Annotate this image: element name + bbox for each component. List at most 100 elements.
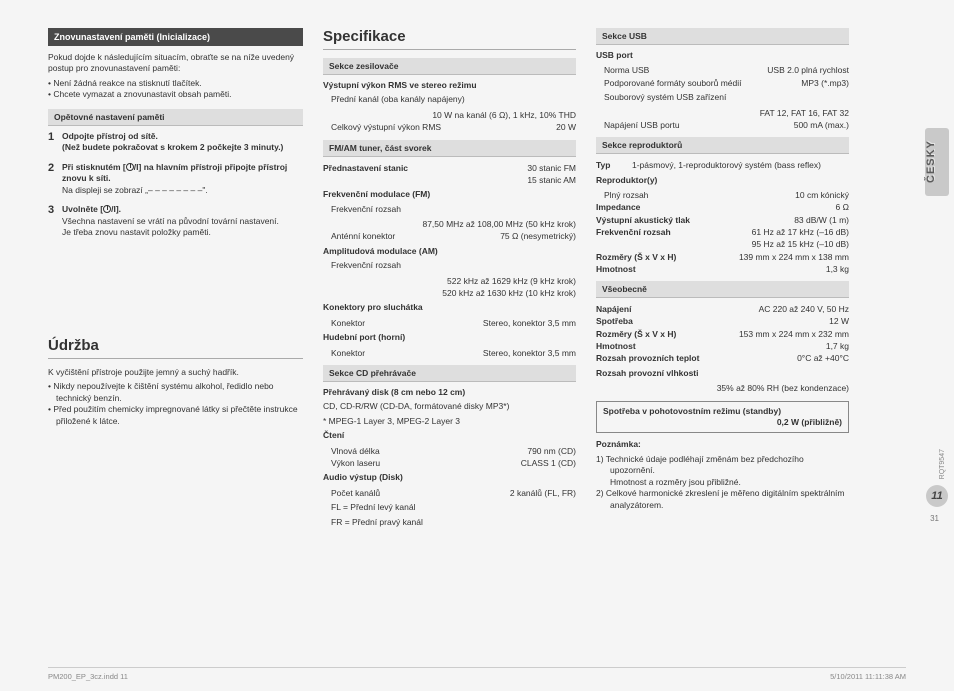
v: 139 mm x 224 mm x 138 mm bbox=[739, 251, 849, 263]
v: 12 W bbox=[829, 315, 849, 327]
v: 1-pásmový, 1-reproduktorový systém (bass… bbox=[626, 159, 849, 171]
repr-title: Reproduktor(y) bbox=[596, 175, 849, 186]
k: Napájení bbox=[596, 303, 631, 315]
k: Výkon laseru bbox=[331, 457, 380, 469]
maint-title: Údržba bbox=[48, 337, 303, 356]
bullet: Není žádná reakce na stisknutí tlačítek. bbox=[48, 78, 303, 89]
hdr-re-reset: Opětovné nastavení paměti bbox=[48, 109, 303, 126]
rms-title: Výstupní výkon RMS ve stereo režimu bbox=[323, 80, 576, 91]
gen-temp: Rozsah provozních teplot 0°C až +40°C bbox=[596, 352, 849, 364]
maint-intro: K vyčištění přístroje použijte jemný a s… bbox=[48, 367, 303, 378]
spacer bbox=[48, 247, 303, 337]
disc-title: Přehrávaný disk (8 cm nebo 12 cm) bbox=[323, 387, 576, 398]
hdr-usb: Sekce USB bbox=[596, 28, 849, 45]
usb-fs-k: Souborový systém USB zařízení bbox=[596, 92, 849, 103]
hdr-cd: Sekce CD přehrávače bbox=[323, 365, 576, 382]
k: Vlnová délka bbox=[331, 445, 380, 457]
v: 2 kanálů (FL, FR) bbox=[510, 487, 576, 499]
spk-dim: Rozměry (Š x V x H) 139 mm x 224 mm x 13… bbox=[596, 251, 849, 263]
fm-val: 87,50 MHz až 108,00 MHz (50 kHz krok) bbox=[323, 218, 576, 230]
step-3: 3 Uvolněte [/I]. Všechna nastavení se vr… bbox=[48, 204, 303, 238]
step-body: Uvolněte [/I]. Všechna nastavení se vrát… bbox=[62, 204, 303, 238]
gen-hum-k: Rozsah provozní vlhkosti bbox=[596, 368, 849, 379]
v: 1,3 kg bbox=[826, 263, 849, 275]
bullet: Nikdy nepoužívejte k čištění systému alk… bbox=[48, 381, 303, 404]
usb-pwr: Napájení USB portu 500 mA (max.) bbox=[596, 119, 849, 131]
mp-title: Hudební port (horní) bbox=[323, 332, 576, 343]
ant: Anténní konektor 75 Ω (nesymetrický) bbox=[323, 230, 576, 242]
v: 10 cm kónický bbox=[795, 189, 849, 201]
fl: FL = Přední levý kanál bbox=[323, 502, 576, 513]
mem-init-bullets: Není žádná reakce na stisknutí tlačítek.… bbox=[48, 78, 303, 101]
fr: FR = Přední pravý kanál bbox=[323, 517, 576, 528]
v: 153 mm x 224 mm x 232 mm bbox=[739, 328, 849, 340]
hdr-gen: Všeobecně bbox=[596, 281, 849, 298]
v: MP3 (*.mp3) bbox=[801, 77, 849, 89]
am-v1: 522 kHz až 1629 kHz (9 kHz krok) bbox=[323, 275, 576, 287]
k: Napájení USB portu bbox=[604, 119, 680, 131]
s3-pre: Uvolněte [ bbox=[62, 204, 103, 214]
footer: PM200_EP_3cz.indd 11 5/10/2011 11:11:38 … bbox=[48, 667, 906, 681]
v: CLASS 1 (CD) bbox=[521, 457, 576, 469]
spec-title: Specifikace bbox=[323, 28, 576, 47]
v: 75 Ω (nesymetrický) bbox=[500, 230, 576, 242]
s2-pre: Při stisknutém [ bbox=[62, 162, 126, 172]
k: Výstupní akustický tlak bbox=[596, 214, 690, 226]
hdr-amp: Sekce zesilovače bbox=[323, 58, 576, 75]
spk-w: Hmotnost 1,3 kg bbox=[596, 263, 849, 275]
k: Norma USB bbox=[604, 64, 649, 76]
k: Rozměry (Š x V x H) bbox=[596, 251, 676, 263]
k: Podporované formáty souborů médií bbox=[604, 77, 742, 89]
v: 83 dB/W (1 m) bbox=[794, 214, 849, 226]
gen-dim: Rozměry (Š x V x H) 153 mm x 224 mm x 23… bbox=[596, 328, 849, 340]
gen-w: Hmotnost 1,7 kg bbox=[596, 340, 849, 352]
hp-title: Konektory pro sluchátka bbox=[323, 302, 576, 313]
mem-init-intro: Pokud dojde k následujícím situacím, obr… bbox=[48, 52, 303, 75]
full: Plný rozsah 10 cm kónický bbox=[596, 189, 849, 201]
step-num: 3 bbox=[48, 204, 62, 238]
step-body: Při stisknutém [/I] na hlavním přístroji… bbox=[62, 162, 303, 196]
v: 61 Hz až 17 kHz (–16 dB) bbox=[752, 226, 849, 238]
front-val: 10 W na kanál (6 Ω), 1 kHz, 10% THD bbox=[323, 109, 576, 121]
freq2: 95 Hz až 15 kHz (–10 dB) bbox=[596, 238, 849, 250]
k: Spotřeba bbox=[596, 315, 633, 327]
footer-left: PM200_EP_3cz.indd 11 bbox=[48, 672, 128, 681]
note-title: Poznámka: bbox=[596, 439, 849, 450]
hdr-mem-init: Znovunastavení paměti (Inicializace) bbox=[48, 28, 303, 46]
steps: 1 Odpojte přístroj od sítě. (Než budete … bbox=[48, 131, 303, 239]
laser: Výkon laseru CLASS 1 (CD) bbox=[323, 457, 576, 469]
v: Stereo, konektor 3,5 mm bbox=[483, 347, 576, 359]
audio-title: Audio výstup (Disk) bbox=[323, 472, 576, 483]
mp: Konektor Stereo, konektor 3,5 mm bbox=[323, 347, 576, 359]
am-range-lbl: Frekvenční rozsah bbox=[323, 260, 576, 271]
step-num: 2 bbox=[48, 162, 62, 196]
column-2: Specifikace Sekce zesilovače Výstupní vý… bbox=[323, 28, 576, 531]
note: 1) Technické údaje podléhají změnám bez … bbox=[596, 454, 849, 488]
k: Rozsah provozních teplot bbox=[596, 352, 699, 364]
k: Rozměry (Š x V x H) bbox=[596, 328, 676, 340]
k: Anténní konektor bbox=[331, 230, 395, 242]
column-3: Sekce USB USB port Norma USB USB 2.0 pln… bbox=[596, 28, 849, 531]
imp: Impedance 6 Ω bbox=[596, 201, 849, 213]
usb-norm: Norma USB USB 2.0 plná rychlost bbox=[596, 64, 849, 76]
standby-l2: 0,2 W (přibližně) bbox=[603, 417, 842, 428]
page-root: Znovunastavení paměti (Inicializace) Pok… bbox=[48, 28, 906, 531]
v: 1,7 kg bbox=[826, 340, 849, 352]
footer-right: 5/10/2011 11:11:38 AM bbox=[830, 672, 906, 681]
hp: Konektor Stereo, konektor 3,5 mm bbox=[323, 317, 576, 329]
usb-fs-v: FAT 12, FAT 16, FAT 32 bbox=[596, 107, 849, 119]
step-rest: Všechna nastavení se vrátí na původní to… bbox=[62, 216, 279, 237]
gen-cons: Spotřeba 12 W bbox=[596, 315, 849, 327]
v: 6 Ω bbox=[836, 201, 849, 213]
column-1: Znovunastavení paměti (Inicializace) Pok… bbox=[48, 28, 303, 531]
hdr-tuner: FM/AM tuner, část svorek bbox=[323, 140, 576, 157]
k: Frekvenční rozsah bbox=[596, 226, 671, 238]
k: Impedance bbox=[596, 201, 640, 213]
v: 20 W bbox=[556, 121, 576, 133]
fm-title: Frekvenční modulace (FM) bbox=[323, 189, 576, 200]
page-small: 31 bbox=[930, 514, 939, 523]
star: * MPEG-1 Layer 3, MPEG-2 Layer 3 bbox=[323, 416, 576, 427]
s3-post: ]. bbox=[116, 204, 121, 214]
k: Plný rozsah bbox=[604, 189, 648, 201]
k: Počet kanálů bbox=[331, 487, 380, 499]
